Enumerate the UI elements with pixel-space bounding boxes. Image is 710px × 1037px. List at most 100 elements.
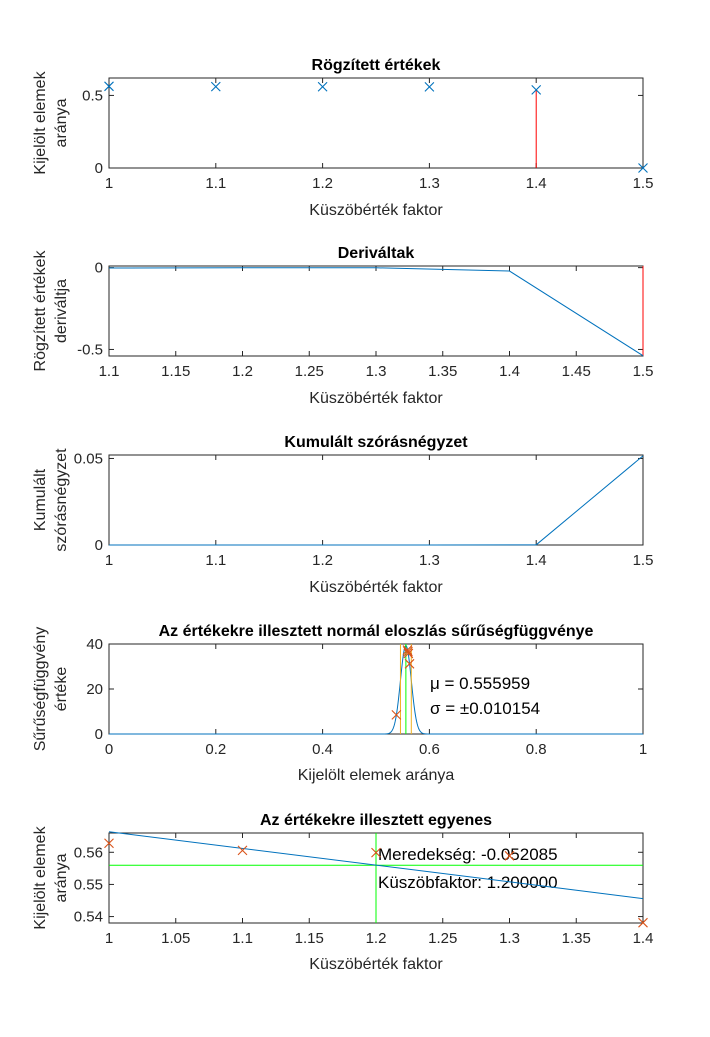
chart-title: Rögzített értékek [312,57,441,74]
panel-fitted-line: Az értékekre illesztett egyenes Küszöbér… [32,812,653,973]
chart-title: Kumulált szórásnégyzet [284,434,468,451]
y-tick-label: 0.5 [82,87,103,104]
x-tick-label: 1.35 [428,363,457,380]
data-point [424,81,435,92]
cumulative-variance-series-line [109,455,644,546]
data-point [638,917,648,928]
data-point [104,838,114,849]
x-tick-label: 0.4 [312,741,333,758]
normal-density-curve [109,644,643,735]
x-tick-label: 1.5 [633,552,654,569]
x-axis-label: Kijelölt elemek aránya [298,767,455,784]
threshold-factor-annotation: Küszöbfaktor: 1.200000 [378,873,558,892]
data-point [531,84,542,95]
x-tick-label: 1.15 [295,930,324,947]
panel-fixed-values: Rögzített értékek Küszöbérték faktor Kij… [32,57,653,219]
x-axis-label: Küszöbérték faktor [309,579,443,596]
data-point [638,163,648,173]
y-tick-label: 20 [86,681,103,698]
panel-derivatives: Deriváltak Küszöbérték faktor Rögzített … [32,245,653,407]
x-tick-label: 1.5 [633,363,654,380]
x-axis-label: Küszöbérték faktor [309,390,443,407]
x-tick-label: 0.8 [526,741,547,758]
mu-annotation: μ = 0.555959 [430,674,530,693]
y-tick-label: 0.55 [74,876,103,893]
x-axis-label: Küszöbérték faktor [309,202,443,219]
x-tick-label: 1 [639,741,647,758]
x-tick-label: 1.45 [562,363,591,380]
plot-area [108,265,644,357]
density-point [403,646,413,657]
y-axis-label-line1: Kijelölt elemek [32,70,49,174]
x-tick-label: 1.2 [312,552,333,569]
x-tick-label: 1.4 [526,552,547,569]
y-axis-label-line1: Rögzített értékek [32,250,49,372]
y-axis-label-line2: értéke [53,667,70,712]
y-tick-label: -0.5 [77,341,103,358]
x-tick-label: 1.3 [419,552,440,569]
y-axis-label-line2: deriváltja [53,279,70,343]
y-tick-label: 0.54 [74,909,103,926]
y-axis-label-line1: Kumulált [32,468,49,531]
y-tick-label: 0.05 [74,450,103,467]
x-tick-label: 0.6 [419,741,440,758]
y-tick-label: 0 [95,537,103,554]
density-point [391,709,402,720]
plot-area [108,643,644,735]
data-point [317,81,328,92]
x-tick-label: 0.2 [205,741,226,758]
y-tick-label: 40 [86,636,103,653]
density-point [402,645,413,655]
data-point [237,845,248,856]
x-tick-label: 0 [105,741,113,758]
fitted-line [108,831,644,900]
x-tick-label: 1.2 [232,363,253,380]
density-point [404,658,415,669]
panel-normal-density: Az értékekre illesztett normál eloszlás … [32,623,647,784]
sigma-annotation: σ = ±0.010154 [430,699,540,718]
x-tick-label: 1 [105,175,113,192]
y-tick-label: 0.56 [74,844,103,861]
y-tick-label: 0 [95,160,103,177]
data-point [104,81,114,92]
y-axis-label-line2: szórásnégyzet [53,448,70,552]
x-tick-label: 1.3 [419,175,440,192]
y-axis-label-line1: Sűrűségfüggvény [32,627,49,752]
x-tick-label: 1.5 [633,175,654,192]
density-point [403,648,414,659]
x-tick-label: 1.1 [232,930,253,947]
x-tick-label: 1.05 [161,930,190,947]
y-axis-label-line1: Kijelölt elemek [32,825,49,929]
panel-cumulative-variance: Kumulált szórásnégyzet Küszöbérték fakto… [32,434,653,596]
x-tick-label: 1.25 [428,930,457,947]
y-axis-label-line2: aránya [53,853,70,902]
x-tick-label: 1 [105,552,113,569]
x-tick-label: 1.1 [205,552,226,569]
plot-area [108,77,644,169]
x-tick-label: 1.2 [366,930,387,947]
x-tick-label: 1.35 [562,930,591,947]
x-tick-label: 1.1 [205,175,226,192]
chart-title: Az értékekre illesztett egyenes [260,812,492,829]
plot-area [108,454,644,546]
y-tick-label: 0 [95,726,103,743]
data-point [371,847,381,858]
derivative-series-line [108,267,644,357]
x-tick-label: 1.25 [295,363,324,380]
data-point [504,850,515,861]
x-tick-label: 1.4 [633,930,654,947]
y-axis-label-line2: aránya [53,98,70,147]
data-point [210,81,221,92]
x-axis-label: Küszöbérték faktor [309,956,443,973]
x-tick-label: 1.15 [161,363,190,380]
x-tick-label: 1.4 [526,175,547,192]
chart-title: Deriváltak [338,245,415,262]
y-tick-label: 0 [95,260,103,277]
x-tick-label: 1.1 [99,363,120,380]
x-tick-label: 1.4 [499,363,520,380]
chart-title: Az értékekre illesztett normál eloszlás … [159,623,594,640]
x-tick-label: 1 [105,930,113,947]
x-tick-label: 1.3 [366,363,387,380]
slope-annotation: Meredekség: -0.052085 [378,845,558,864]
